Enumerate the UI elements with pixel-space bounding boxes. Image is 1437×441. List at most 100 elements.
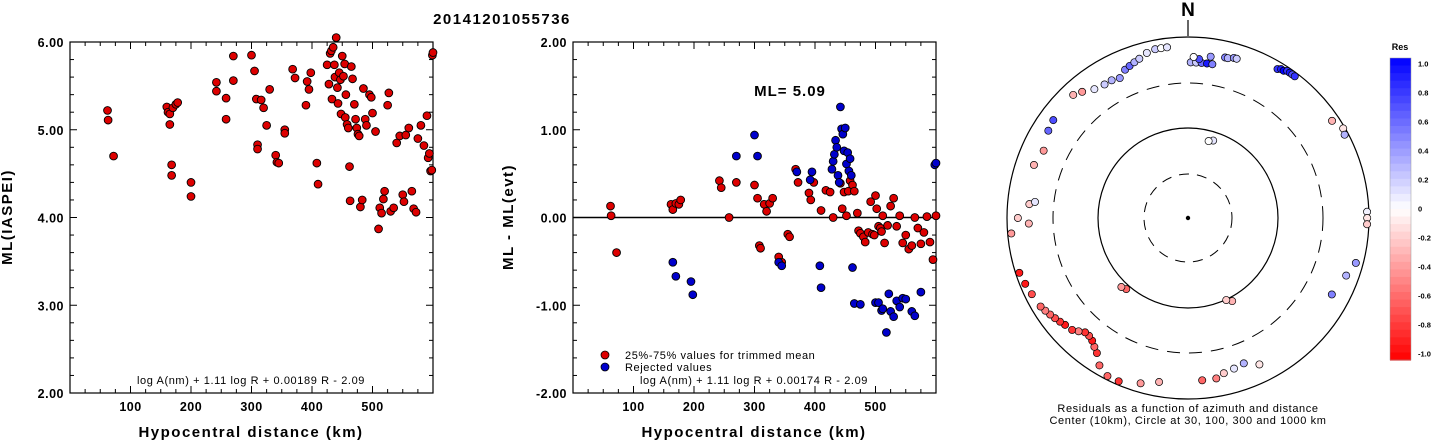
colorbar-cell — [1390, 171, 1411, 180]
accepted-point — [866, 197, 876, 207]
colorbar-cell — [1390, 337, 1411, 346]
data-point — [416, 121, 426, 130]
colorbar-cell — [1390, 133, 1411, 142]
data-point — [221, 114, 231, 124]
rejected-point — [731, 151, 741, 161]
data-point — [398, 190, 408, 200]
data-point — [103, 115, 113, 125]
x-tick-label: 100 — [119, 400, 141, 414]
data-point — [343, 123, 353, 133]
y-tick-label: 0.00 — [541, 212, 567, 226]
station-point — [1021, 279, 1030, 288]
station-point — [1222, 296, 1231, 304]
colorbar-cell — [1390, 307, 1411, 316]
colorbar-cell — [1390, 73, 1411, 82]
data-point — [229, 76, 238, 85]
data-point — [109, 151, 118, 161]
data-point — [165, 120, 175, 129]
data-point — [212, 78, 221, 87]
data-point — [346, 62, 356, 71]
colorbar-cell — [1390, 224, 1411, 233]
colorbar-cell — [1390, 269, 1411, 278]
y-axis-label-2: ML - ML(evt) — [500, 164, 517, 270]
accepted-point — [916, 239, 926, 249]
colorbar-title: Res — [1392, 42, 1409, 52]
data-point — [259, 103, 268, 113]
rejected-point — [750, 130, 759, 140]
data-point — [362, 121, 371, 130]
data-point — [380, 186, 389, 196]
data-point — [186, 192, 196, 201]
accepted-point — [724, 213, 734, 222]
station-point — [1117, 283, 1126, 291]
station-point — [1031, 197, 1039, 206]
colorbar-cell — [1390, 231, 1411, 240]
colorbar-cell — [1390, 103, 1411, 112]
data-point — [322, 60, 332, 70]
rejected-point — [901, 294, 911, 304]
data-points-1 — [103, 33, 438, 234]
data-point — [425, 149, 434, 158]
y-tick-label: 3.00 — [38, 299, 64, 313]
station-point — [1027, 290, 1036, 299]
accepted-point — [895, 211, 905, 221]
colorbar-cell — [1390, 216, 1411, 225]
y-tick-label: 1.00 — [541, 124, 567, 138]
data-point — [331, 33, 341, 42]
y-tick-label: 2.00 — [541, 36, 567, 50]
rejected-point — [827, 164, 837, 174]
station-point — [1290, 72, 1299, 81]
data-point — [313, 179, 323, 189]
rejected-point — [828, 156, 838, 166]
data-point — [262, 121, 271, 130]
station-point — [1328, 116, 1337, 125]
x-axis-label-1: Hypocentral distance (km) — [138, 424, 363, 441]
colorbar-cell — [1390, 246, 1411, 255]
colorbar-tick-label: -0.4 — [1418, 263, 1432, 272]
accepted-point — [793, 178, 803, 187]
accepted-point — [880, 238, 889, 248]
station-point — [1049, 116, 1058, 125]
accepted-point — [910, 213, 920, 222]
station-point — [1081, 328, 1090, 337]
colorbar-cell — [1390, 239, 1411, 248]
panel-azimuth-polar: N Residuals as a function of azimuth and… — [1006, 0, 1372, 427]
station-point — [1327, 290, 1336, 299]
colorbar-cell — [1390, 254, 1411, 263]
legend-label-rejected: Rejected values — [625, 362, 712, 374]
colorbar-tick-label: 1.0 — [1418, 60, 1428, 69]
accepted-point — [804, 188, 814, 198]
colorbar-cell — [1390, 163, 1411, 172]
rejected-point — [874, 298, 883, 307]
accepted-point — [716, 183, 726, 193]
station-point — [1206, 52, 1215, 61]
data-point — [167, 160, 176, 170]
station-point — [1036, 302, 1045, 311]
data-point — [302, 77, 312, 86]
station-point — [1107, 76, 1116, 85]
data-point — [427, 165, 437, 175]
rejected-point — [668, 257, 678, 267]
data-point — [356, 202, 365, 212]
colorbar-cell — [1390, 261, 1411, 270]
figure-title: 20141201055736 — [433, 11, 571, 28]
colorbar-cell — [1390, 284, 1411, 293]
station-point — [1189, 53, 1198, 61]
colorbar-cell — [1390, 58, 1411, 67]
rejected-point — [916, 287, 926, 297]
colorbar-tick-label: 0.4 — [1418, 147, 1429, 156]
data-point — [340, 113, 350, 122]
data-point — [374, 224, 383, 234]
colorbar-cell — [1390, 193, 1411, 203]
accepted-point — [928, 255, 938, 264]
station-point — [1068, 325, 1077, 334]
rejected-point — [816, 283, 826, 293]
data-point — [306, 68, 316, 78]
colorbar-tick-label: 0.8 — [1418, 89, 1428, 98]
legend-marker-rejected — [600, 362, 610, 372]
x-axis-label-2: Hypocentral distance (km) — [641, 424, 866, 441]
formula-1: log A(nm) + 1.11 log R + 0.00189 R - 2.0… — [137, 375, 365, 387]
rejected-point — [792, 167, 802, 177]
colorbar-cell — [1390, 276, 1411, 286]
accepted-point — [892, 221, 902, 231]
